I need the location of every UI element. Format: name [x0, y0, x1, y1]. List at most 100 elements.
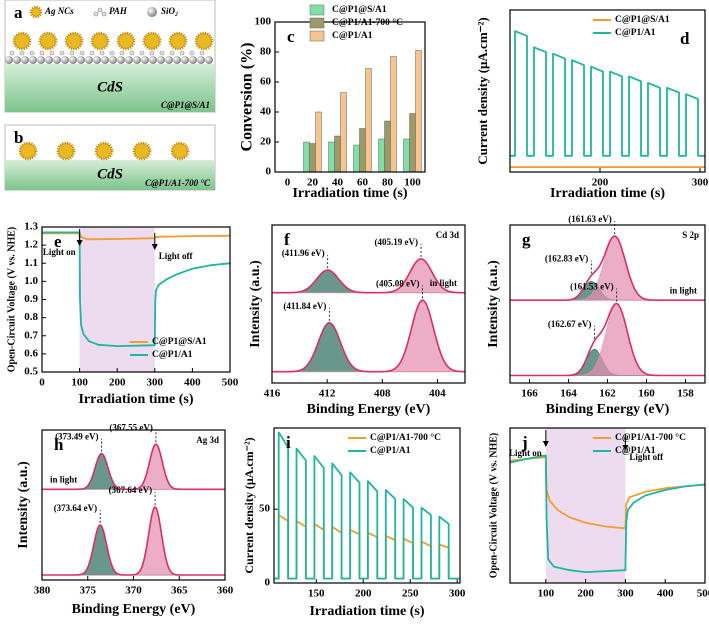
bar — [403, 138, 410, 173]
y-axis-label: Intensity (a.u.) — [16, 461, 31, 549]
peak-label: (405.08 eV) — [376, 278, 420, 288]
panel-tag: S 2p — [682, 230, 699, 240]
x-tick-label: 166 — [521, 388, 538, 400]
pah — [59, 50, 65, 56]
sio2-sphere — [149, 56, 157, 64]
pah-icon — [97, 7, 103, 13]
x-tick-label: 200 — [577, 588, 594, 600]
pah — [189, 50, 195, 56]
sio2-sphere — [173, 56, 181, 64]
x-axis-label: Irradiation time (s) — [309, 604, 424, 619]
plot-frame — [509, 224, 706, 384]
x-tick-label: 500 — [697, 588, 709, 600]
y-tick-label: 0.8 — [24, 311, 38, 323]
bar — [334, 135, 341, 173]
y-tick-label: 1.2 — [24, 239, 38, 251]
peak-label: (373.49 eV) — [55, 432, 99, 442]
x-axis-label: Irradiation time (s) — [292, 186, 407, 201]
y-axis-label: Open-Circuit Voltage (V vs. NHE) — [488, 433, 499, 578]
panel-letter: j — [521, 433, 528, 452]
panel-letter: i — [286, 433, 291, 452]
y-tick-label: 0.7 — [24, 329, 38, 341]
sio2-sphere — [109, 56, 117, 64]
light-annotation: Light on — [43, 247, 76, 257]
sio2-sphere — [61, 56, 69, 64]
legend-swatch — [309, 4, 325, 16]
bar — [390, 56, 397, 173]
x-tick-label: 0 — [39, 377, 45, 389]
x-tick-label: 300 — [449, 588, 466, 600]
light-arrow-head — [151, 244, 158, 250]
plot-frame — [41, 429, 226, 581]
envelope — [510, 302, 705, 377]
ag-nanocluster — [116, 31, 136, 51]
sio2-sphere — [165, 56, 173, 64]
sio2-sphere — [133, 56, 141, 64]
pah — [109, 50, 115, 56]
schematic-legend-label: SiO₂ — [161, 6, 178, 16]
ag-nanocluster — [56, 141, 76, 161]
panel-letter: e — [54, 232, 62, 251]
light-annotation: Light on — [509, 448, 542, 458]
ag-nanocluster — [142, 31, 162, 51]
x-tick-label: 158 — [677, 388, 694, 400]
ag-nanocluster — [194, 31, 214, 51]
pah — [29, 50, 35, 56]
sample-label: C@P1@S/A1 — [161, 100, 210, 110]
spectrum-label: in light — [430, 278, 457, 288]
x-tick-label: 404 — [429, 388, 446, 400]
pah — [89, 50, 95, 56]
x-tick-label: 370 — [125, 585, 142, 597]
plot-frame — [41, 226, 231, 373]
sio2-sphere — [197, 56, 205, 64]
y-axis-label: Open-Circuit Voltage (V vs. NHE) — [6, 227, 17, 372]
pah — [159, 50, 165, 56]
x-tick-label: 164 — [560, 388, 577, 400]
light-annotation: Light off — [159, 251, 194, 261]
y-tick-label: 0.9 — [24, 293, 38, 305]
sio2-icon — [147, 7, 157, 17]
pah — [119, 50, 125, 56]
peak-label: (411.96 eV) — [282, 248, 325, 258]
ag-nanocluster — [18, 141, 38, 161]
x-tick-label: 150 — [308, 588, 325, 600]
bar — [328, 141, 335, 173]
envelope — [510, 235, 705, 301]
sio2-sphere — [37, 56, 45, 64]
sio2-sphere — [45, 56, 53, 64]
pah — [129, 50, 135, 56]
light-arrow-head — [622, 445, 629, 451]
line — [274, 431, 460, 580]
legend-swatch — [309, 30, 325, 42]
light-region — [545, 428, 626, 583]
sio2-sphere — [13, 56, 21, 64]
envelope — [42, 506, 225, 576]
sio2-sphere — [117, 56, 125, 64]
panel-letter: g — [522, 230, 531, 249]
ag-nanocluster — [168, 31, 188, 51]
sio2-sphere — [205, 56, 213, 64]
sio2-sphere — [69, 56, 77, 64]
x-tick-label: 300 — [692, 177, 709, 189]
x-tick-label: 162 — [599, 388, 616, 400]
ag-nanocluster — [94, 141, 114, 161]
x-axis-label: Binding Energy (eV) — [72, 602, 196, 617]
x-tick-label: 100 — [71, 377, 88, 389]
x-tick-label: 160 — [638, 388, 655, 400]
x-tick-label: 200 — [355, 588, 372, 600]
sio2-sphere — [77, 56, 85, 64]
x-tick-label: 365 — [171, 585, 188, 597]
peak-label: (367.64 eV) — [109, 485, 153, 495]
legend-swatch — [309, 17, 325, 29]
ag-nanocluster — [64, 31, 84, 51]
y-axis-label: Intensity (a.u.) — [248, 260, 263, 348]
panel-letter: d — [680, 29, 690, 48]
x-tick-label: 375 — [80, 585, 97, 597]
peak-fit — [42, 524, 225, 576]
x-tick-label: 0 — [285, 177, 291, 189]
sio2-sphere — [157, 56, 165, 64]
legend-label: C@P1/A1 — [152, 350, 193, 360]
x-tick-label: 100 — [404, 177, 421, 189]
pah — [19, 50, 25, 56]
sio2-sphere — [93, 56, 101, 64]
